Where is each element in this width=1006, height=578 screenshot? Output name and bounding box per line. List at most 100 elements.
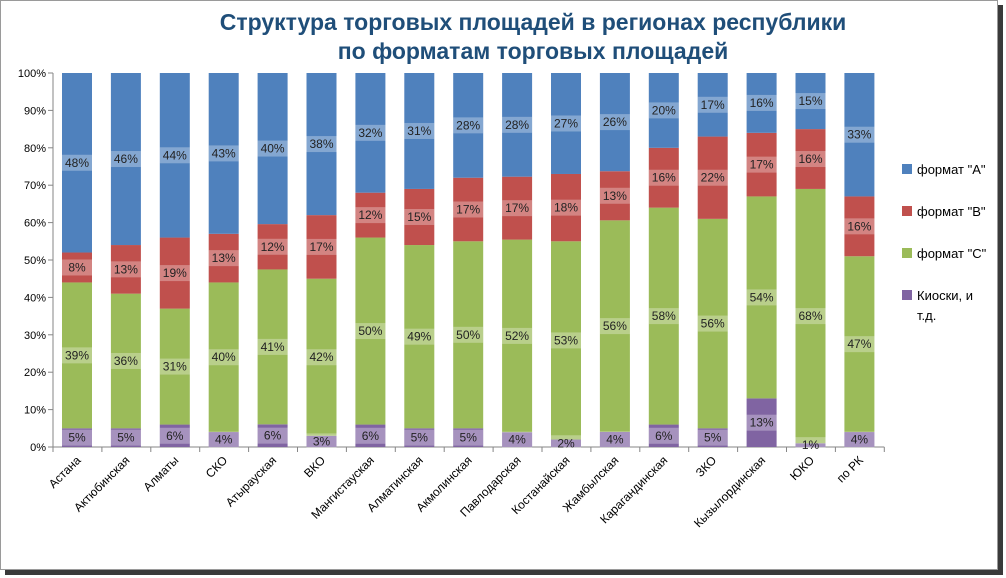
data-label-box [306, 433, 337, 450]
data-label: 22% [701, 171, 725, 185]
legend-label: т.д. [917, 308, 936, 323]
data-label-box [62, 259, 92, 276]
bar-segment [697, 73, 728, 137]
data-label-box [306, 136, 337, 153]
data-label-box [551, 435, 581, 452]
data-label: 56% [701, 317, 725, 331]
y-tick-label: 20% [24, 367, 46, 379]
y-axis: 0% 10% 20% 30% 40% 50% 60% 70% 80% 90% 100% [18, 68, 885, 454]
data-label-box [551, 115, 581, 132]
data-label-box [599, 187, 630, 204]
data-label-box [746, 94, 777, 111]
bar-segment [844, 73, 875, 197]
bar-segment [502, 239, 533, 433]
bar-segment [844, 432, 875, 447]
data-label: 4% [851, 433, 869, 447]
data-label-box [502, 431, 533, 448]
y-tick-label: 40% [24, 292, 46, 304]
data-label: 28% [456, 118, 480, 132]
data-label-box [110, 151, 141, 168]
bar-segment [648, 424, 679, 447]
data-label: 13% [212, 251, 236, 265]
data-label-box [110, 352, 141, 369]
data-label-box [404, 328, 435, 345]
data-label: 52% [505, 329, 529, 343]
data-label: 16% [798, 152, 822, 166]
data-label: 13% [603, 189, 627, 203]
data-label-box [110, 261, 141, 278]
data-label: 16% [652, 171, 676, 185]
data-label-box [208, 250, 239, 267]
data-label: 54% [750, 290, 774, 304]
bar-segment [648, 147, 679, 208]
bar-segment [551, 241, 581, 440]
data-label-box [355, 207, 386, 224]
data-label: 40% [261, 142, 285, 156]
data-label-box [208, 431, 239, 448]
data-label: 58% [652, 309, 676, 323]
data-label-box [355, 323, 386, 340]
data-label-box [648, 102, 679, 119]
data-label-box [648, 308, 679, 325]
data-label: 44% [163, 148, 187, 162]
data-label: 13% [114, 262, 138, 276]
data-label: 53% [554, 333, 578, 347]
bar-segment [453, 428, 484, 447]
bar-segment [648, 207, 679, 425]
data-label: 6% [264, 429, 282, 443]
data-label-box [257, 338, 288, 355]
bar-segment [551, 439, 581, 447]
bar-segment [697, 428, 728, 447]
data-label-box [599, 114, 630, 131]
data-label: 5% [411, 431, 429, 445]
bar-segment [502, 432, 533, 447]
data-label: 32% [358, 126, 382, 140]
x-category-label: ЮКО [787, 453, 817, 483]
data-label: 1% [802, 438, 820, 452]
bar-segment [159, 237, 190, 309]
data-label: 31% [163, 360, 187, 374]
stacked-bar-chart: Структура торговых площадей в регионах р… [18, 9, 987, 530]
bar-segment [746, 73, 777, 133]
bar-segment [746, 196, 777, 399]
bar-segment [502, 176, 533, 240]
data-label: 17% [505, 201, 529, 215]
data-label-box [404, 122, 435, 139]
bar-segment [257, 224, 288, 270]
y-tick-label: 60% [24, 218, 46, 230]
bar-segment [208, 282, 239, 433]
legend-swatch [902, 164, 912, 174]
data-label: 4% [508, 433, 526, 447]
y-tick-label: 80% [24, 143, 46, 155]
bar-segment [159, 308, 190, 425]
bar-segment [110, 73, 141, 246]
data-label: 12% [261, 240, 285, 254]
bar-segment [257, 269, 288, 425]
bar-segment [404, 73, 435, 189]
data-label: 28% [505, 118, 529, 132]
data-label-box [795, 308, 826, 325]
bar-segment [62, 252, 92, 283]
data-label-box [453, 326, 484, 343]
data-label: 68% [798, 309, 822, 323]
data-label-box [355, 124, 386, 141]
data-label-box [453, 117, 484, 134]
data-label-box [159, 265, 190, 282]
bar-segment [795, 188, 826, 444]
data-label: 26% [603, 115, 627, 129]
bar-segment [795, 129, 826, 189]
legend-swatch [902, 248, 912, 258]
data-label-box [697, 169, 728, 186]
chart-frame: Структура торговых площадей в регионах р… [0, 0, 998, 570]
data-label: 49% [407, 330, 431, 344]
data-label: 42% [309, 350, 333, 364]
data-label: 6% [655, 429, 673, 443]
data-label: 5% [460, 431, 478, 445]
data-label-box [208, 349, 239, 366]
data-label-box [844, 431, 875, 448]
data-label: 33% [847, 128, 871, 142]
data-label-box [306, 238, 337, 255]
data-label-box [110, 429, 141, 446]
data-label: 5% [704, 431, 722, 445]
data-label-box [795, 93, 826, 110]
